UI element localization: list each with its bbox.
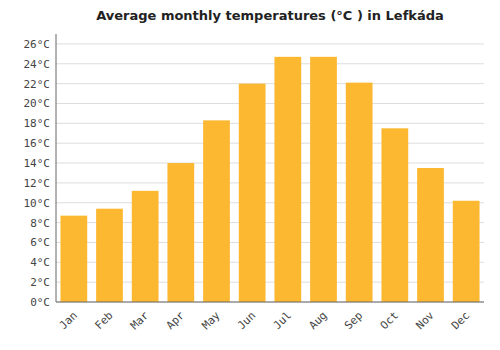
grid-line [56, 103, 484, 104]
grid [56, 44, 484, 302]
y-tick-label: 14°C [24, 157, 51, 170]
bar [453, 201, 480, 302]
grid-line [56, 63, 484, 64]
x-tick-label: Jul [271, 309, 294, 332]
x-tick-label: Mar [128, 309, 152, 333]
bars [60, 57, 479, 302]
y-tick-label: 24°C [24, 58, 51, 71]
y-tick-label: 8°C [30, 217, 50, 230]
grid-line [56, 163, 484, 164]
x-axis-line [56, 302, 484, 303]
grid-line [56, 123, 484, 124]
y-tick-label: 16°C [24, 137, 51, 150]
bar [310, 57, 337, 302]
x-tick-label: Jun [235, 309, 258, 332]
bar [96, 209, 123, 302]
bar [132, 191, 159, 302]
x-tick-label: Jan [57, 309, 80, 332]
bar [60, 216, 87, 302]
y-tick-label: 22°C [24, 78, 51, 91]
x-tick-label: Apr [164, 309, 188, 333]
y-tick-label: 6°C [30, 236, 50, 249]
y-tick-label: 20°C [24, 97, 51, 110]
y-axis-line [56, 34, 57, 302]
y-tick-label: 26°C [24, 38, 51, 51]
bar [167, 163, 194, 302]
y-tick-label: 10°C [24, 197, 51, 210]
y-tick-label: 2°C [30, 276, 50, 289]
grid-line [56, 83, 484, 84]
grid-line [56, 43, 484, 44]
x-tick-label: Nov [413, 309, 437, 333]
y-tick-label: 12°C [24, 177, 51, 190]
title: Average monthly temperatures (°C ) in Le… [96, 8, 444, 23]
y-tick-label: 4°C [30, 256, 50, 269]
bar [274, 57, 301, 302]
bar [381, 128, 408, 302]
bar [417, 168, 444, 302]
x-tick-label: Oct [378, 309, 401, 332]
x-tick-label: May [199, 309, 223, 333]
x-tick-label: Feb [92, 309, 115, 332]
grid-line [56, 143, 484, 144]
bar [239, 84, 266, 302]
bar [203, 120, 230, 302]
y-tick-label: 0°C [30, 296, 50, 309]
y-tick-label: 18°C [24, 117, 51, 130]
grid-line [56, 302, 484, 303]
bar [346, 83, 373, 302]
x-tick-label: Sep [342, 309, 365, 332]
x-tick-label: Aug [306, 309, 329, 332]
x-tick-label: Dec [449, 309, 472, 332]
chart: Average monthly temperatures (°C ) in Le… [0, 0, 500, 350]
y-axis: 0°C 2°C 4°C 6°C 8°C 10°C 12°C 14°C 16°C 18°C 20°C 2… [24, 38, 51, 309]
x-axis: Jan Feb Mar Apr May Jun Jul Aug Sep Oct Nov Dec [57, 309, 473, 333]
